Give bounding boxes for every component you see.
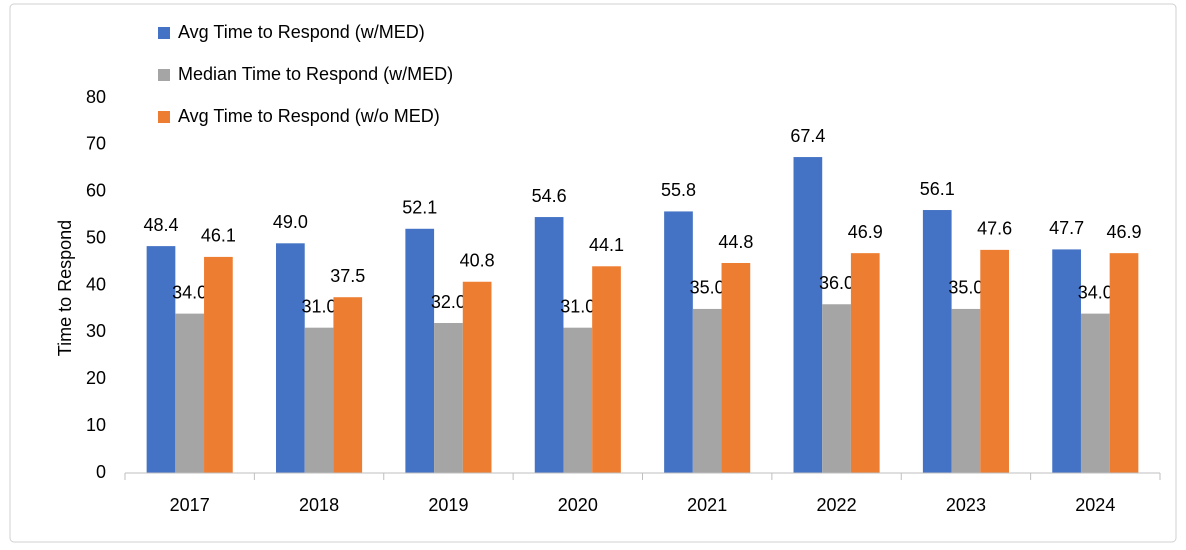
- value-label: 55.8: [661, 180, 696, 200]
- bar: [793, 157, 823, 473]
- x-tick-label: 2023: [946, 495, 986, 515]
- value-label: 44.1: [589, 235, 624, 255]
- bar: [664, 211, 693, 473]
- y-tick-label: 60: [86, 181, 106, 201]
- bar: [563, 327, 593, 473]
- x-tick-label: 2019: [428, 495, 468, 515]
- value-label: 37.5: [330, 266, 365, 286]
- value-label: 31.0: [302, 296, 337, 316]
- bar: [276, 243, 305, 473]
- value-label: 35.0: [690, 278, 725, 298]
- value-label: 34.0: [1078, 282, 1113, 302]
- legend-swatch: [158, 27, 170, 39]
- bar: [980, 249, 1009, 473]
- bar: [434, 323, 463, 473]
- value-label: 34.0: [172, 282, 207, 302]
- legend-swatch: [158, 111, 170, 123]
- value-label: 67.4: [790, 126, 825, 146]
- y-axis-label: Time to Respond: [55, 220, 75, 356]
- x-tick-label: 2018: [299, 495, 339, 515]
- x-tick-label: 2024: [1075, 495, 1115, 515]
- value-label: 40.8: [460, 251, 495, 271]
- y-tick-label: 0: [96, 462, 106, 482]
- y-tick-label: 70: [86, 134, 106, 154]
- value-label: 46.9: [1106, 222, 1141, 242]
- value-label: 48.4: [143, 215, 178, 235]
- y-tick-label: 20: [86, 368, 106, 388]
- y-tick-label: 30: [86, 321, 106, 341]
- value-label: 52.1: [402, 198, 437, 218]
- legend-label: Median Time to Respond (w/MED): [178, 64, 453, 84]
- bar: [951, 308, 981, 473]
- bar: [204, 256, 233, 473]
- value-label: 56.1: [920, 179, 955, 199]
- value-label: 54.6: [532, 186, 567, 206]
- value-label: 32.0: [431, 292, 466, 312]
- x-tick-label: 2017: [170, 495, 210, 515]
- y-tick-label: 80: [86, 87, 106, 107]
- value-label: 47.6: [977, 219, 1012, 239]
- value-label: 47.7: [1049, 218, 1084, 238]
- bar: [692, 308, 722, 473]
- y-tick-label: 40: [86, 274, 106, 294]
- bar: [175, 313, 205, 473]
- y-tick-label: 50: [86, 227, 106, 247]
- legend-label: Avg Time to Respond (w/MED): [178, 22, 425, 42]
- y-tick-label: 10: [86, 415, 106, 435]
- value-label: 35.0: [948, 278, 983, 298]
- bar: [333, 297, 363, 473]
- bar: [462, 281, 492, 473]
- legend-label: Avg Time to Respond (w/o MED): [178, 106, 440, 126]
- bar: [304, 327, 334, 473]
- value-label: 31.0: [560, 296, 595, 316]
- bar: [822, 304, 851, 473]
- value-label: 46.1: [201, 226, 236, 246]
- value-label: 49.0: [273, 212, 308, 232]
- bar: [922, 210, 952, 473]
- bar: [534, 217, 564, 473]
- value-label: 44.8: [718, 232, 753, 252]
- value-label: 36.0: [819, 273, 854, 293]
- bar: [850, 253, 880, 473]
- value-label: 46.9: [848, 222, 883, 242]
- bar: [405, 228, 435, 473]
- bar: [146, 246, 176, 473]
- x-tick-label: 2022: [817, 495, 857, 515]
- bar: [721, 263, 751, 473]
- bar: [1052, 249, 1081, 473]
- x-tick-label: 2020: [558, 495, 598, 515]
- bar: [592, 266, 621, 473]
- legend-swatch: [158, 69, 170, 81]
- bar: [1109, 253, 1139, 473]
- bar: [1080, 313, 1110, 473]
- x-tick-label: 2021: [687, 495, 727, 515]
